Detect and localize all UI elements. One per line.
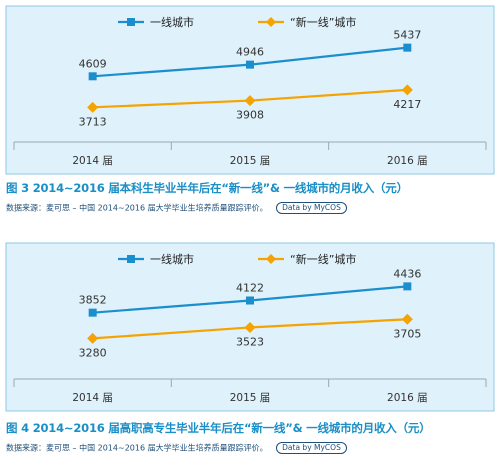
data-label: 3908 xyxy=(236,109,264,122)
data-point-square xyxy=(403,282,412,291)
data-point-diamond xyxy=(87,101,99,113)
legend-marker-diamond xyxy=(266,17,276,27)
data-point-diamond xyxy=(244,95,256,107)
data-point-diamond xyxy=(87,332,99,344)
chart-1: 2014 届 2015 届 2016 届 一线城市 “新一线”城市 4609 4946 543… xyxy=(5,5,495,175)
data-point-square xyxy=(88,308,97,317)
data-label: 4609 xyxy=(79,57,107,70)
chart-2-source-text: 数据来源：麦可思 – 中国 2014~2016 届大学毕业生培养质量跟踪评价。 xyxy=(6,443,268,453)
legend-label: “新一线”城市 xyxy=(290,252,356,266)
data-label: 4436 xyxy=(393,267,421,280)
data-label: 4217 xyxy=(393,98,421,111)
data-label: 3280 xyxy=(79,346,107,359)
data-label: 5437 xyxy=(393,29,421,42)
data-point-square xyxy=(88,72,97,81)
legend-label: “新一线”城市 xyxy=(290,15,356,29)
data-label: 3713 xyxy=(79,115,107,128)
x-tick-label: 2016 届 xyxy=(387,155,428,167)
legend-label: 一线城市 xyxy=(150,252,194,266)
chart-1-data-badge: Data by MyCOS xyxy=(276,202,347,214)
legend-marker-square xyxy=(127,18,135,26)
data-label: 4122 xyxy=(236,282,264,295)
data-label: 3852 xyxy=(79,294,107,307)
x-tick-label: 2016 届 xyxy=(387,392,428,404)
x-tick-label: 2015 届 xyxy=(230,155,271,167)
data-point-square xyxy=(246,60,254,69)
legend-label: 一线城市 xyxy=(150,15,194,29)
data-label: 4946 xyxy=(236,46,264,59)
legend-marker-diamond xyxy=(266,254,276,264)
chart-1-source-text: 数据来源：麦可思 – 中国 2014~2016 届大学毕业生培养质量跟踪评价。 xyxy=(6,203,268,213)
x-tick-label: 2014 届 xyxy=(72,155,113,167)
legend-marker-square xyxy=(127,255,135,263)
data-point-diamond xyxy=(401,84,413,96)
chart-1-caption: 图 3 2014~2016 届本科生毕业半年后在“新一线”& 一线城市的月收入（… xyxy=(6,181,408,195)
chart-2-caption: 图 4 2014~2016 届高职高专生毕业半年后在“新一线”& 一线城市的月收… xyxy=(6,421,431,435)
data-label: 3523 xyxy=(236,335,264,348)
data-point-square xyxy=(246,296,254,305)
data-point-square xyxy=(403,43,412,52)
data-point-diamond xyxy=(244,321,256,333)
chart-2-source: 数据来源：麦可思 – 中国 2014~2016 届大学毕业生培养质量跟踪评价。 … xyxy=(6,442,347,454)
data-point-diamond xyxy=(401,313,413,325)
chart-1-source: 数据来源：麦可思 – 中国 2014~2016 届大学毕业生培养质量跟踪评价。 … xyxy=(6,202,347,214)
chart-2-data-badge: Data by MyCOS xyxy=(276,442,347,454)
x-tick-label: 2015 届 xyxy=(230,392,271,404)
x-tick-label: 2014 届 xyxy=(72,392,113,404)
chart-2: 2014 届 2015 届 2016 届 一线城市 “新一线”城市 3852 4122 443… xyxy=(5,242,495,412)
data-label: 3705 xyxy=(393,327,421,340)
